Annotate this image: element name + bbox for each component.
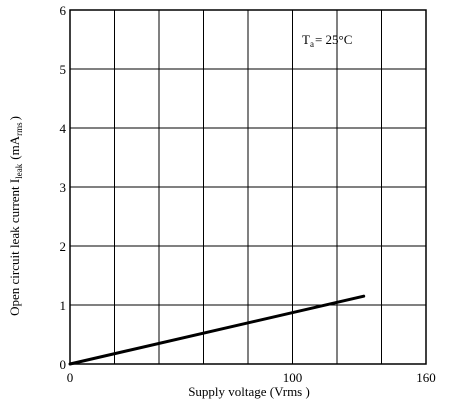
- series-line: [68, 294, 366, 366]
- y-tick-label: 6: [60, 3, 67, 18]
- plot-frame: [69, 9, 427, 365]
- y-tick-labels: 0 1 2 3 4 5 6: [60, 3, 67, 372]
- x-axis-label-unit: (Vrms ): [270, 384, 310, 399]
- y-tick-label: 4: [60, 121, 67, 136]
- y-tick-label: 2: [60, 239, 67, 254]
- y-axis-label-unit-sub: rms: [14, 122, 24, 136]
- y-axis-label-main: Open circuit leak current I: [7, 179, 22, 316]
- y-tick-label: 3: [60, 180, 67, 195]
- x-tick-labels: 0 100 160: [67, 370, 436, 385]
- annotation-suffix: = 25°C: [315, 32, 352, 47]
- annotation-ambient-temp: Ta= 25°C: [302, 32, 352, 49]
- y-axis-label-unit-open: (mA: [7, 135, 22, 159]
- y-tick-label: 0: [60, 357, 67, 372]
- x-tick-label: 0: [67, 370, 74, 385]
- annotation-prefix: T: [302, 32, 310, 47]
- x-tick-label: 160: [416, 370, 436, 385]
- grid-lines: [69, 9, 427, 365]
- x-axis-label: Supply voltage (Vrms ): [188, 384, 310, 399]
- annotation-subscript: a: [310, 39, 314, 49]
- y-axis-label-unit-close: ): [7, 116, 22, 120]
- y-tick-label: 1: [60, 298, 67, 313]
- x-tick-label: 100: [283, 370, 303, 385]
- y-axis-label-sub: leak: [14, 163, 24, 178]
- y-axis-label: Open circuit leak current Ileak (mArms): [7, 116, 24, 316]
- plot-border: [69, 9, 427, 365]
- y-tick-label: 5: [60, 62, 67, 77]
- data-series: [68, 294, 366, 366]
- x-axis-label-main: Supply voltage: [188, 384, 267, 399]
